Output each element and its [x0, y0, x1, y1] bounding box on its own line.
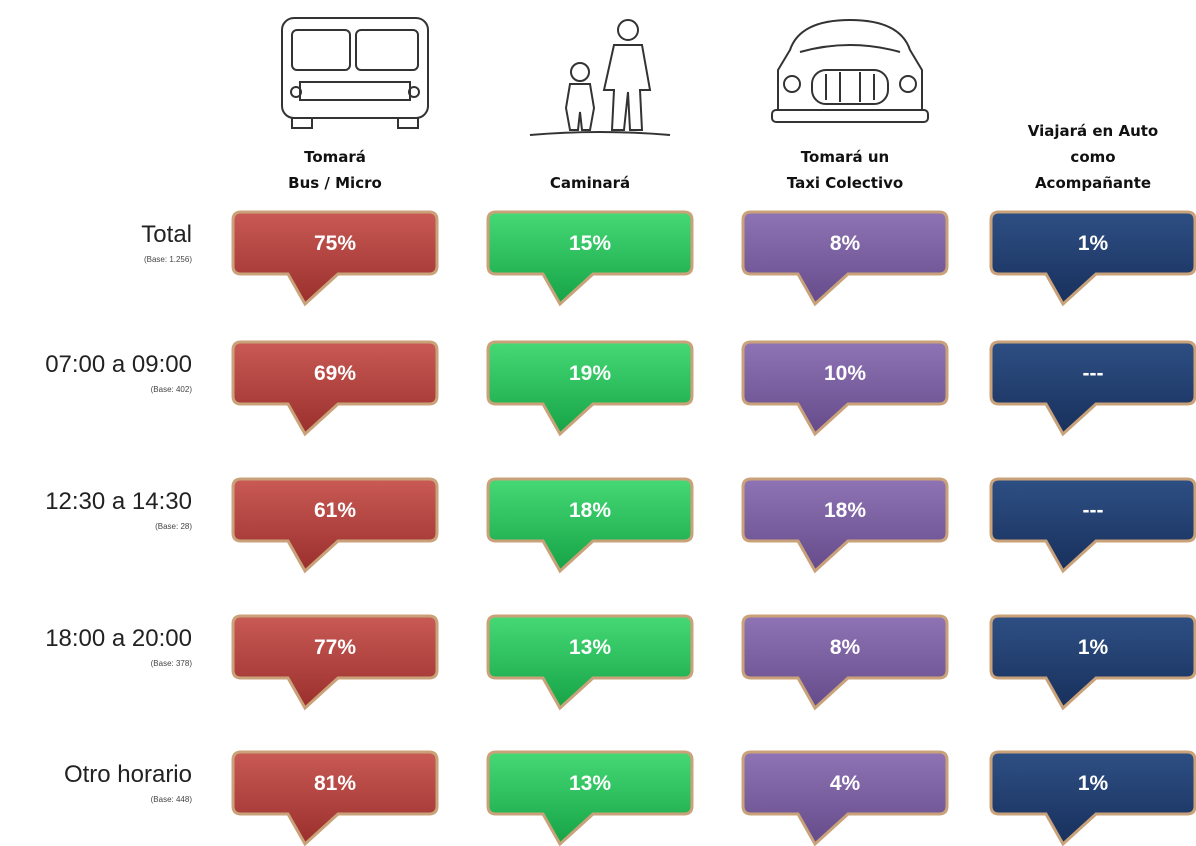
bubble-shape	[989, 477, 1196, 574]
walking-icon	[529, 19, 671, 136]
value-label: 1%	[1078, 232, 1109, 255]
value-label: 1%	[1078, 772, 1109, 795]
value-bubble: 8%	[741, 210, 949, 307]
value-label: 61%	[314, 499, 356, 522]
value-bubble: 75%	[231, 210, 439, 307]
value-bubble: 15%	[486, 210, 694, 307]
bubble-shape	[741, 750, 949, 846]
car-icon	[771, 18, 929, 123]
column-header: Viajará en Auto	[1028, 122, 1158, 140]
value-label: 15%	[569, 232, 611, 255]
bubble-shape	[741, 477, 949, 574]
bubble-shape	[989, 614, 1196, 711]
value-bubble: 69%	[231, 340, 439, 437]
bubble-shape	[231, 750, 439, 846]
value-label: 81%	[314, 772, 356, 795]
value-bubble: 1%	[989, 210, 1196, 307]
value-label: 19%	[569, 362, 611, 385]
bus-icon	[281, 17, 429, 129]
bubble-shape	[486, 210, 694, 307]
row-label: Total	[141, 221, 192, 248]
column-header: Tomará	[304, 148, 366, 166]
row-label: Otro horario	[64, 761, 192, 788]
row-base: (Base: 402)	[151, 385, 193, 394]
value-label: 18%	[569, 499, 611, 522]
value-label: 77%	[314, 636, 356, 659]
value-bubble: ---	[989, 340, 1196, 437]
bubble-shape	[231, 340, 439, 437]
bubble-shape	[486, 750, 694, 846]
bubble-shape	[989, 750, 1196, 846]
value-bubble: 1%	[989, 614, 1196, 711]
column-header: Taxi Colectivo	[787, 174, 903, 192]
value-label: ---	[1083, 499, 1104, 522]
value-label: ---	[1083, 362, 1104, 385]
value-bubble: 13%	[486, 750, 694, 846]
row-base: (Base: 448)	[151, 795, 193, 804]
value-bubble: 1%	[989, 750, 1196, 846]
value-label: 18%	[824, 499, 866, 522]
row-label: 18:00 a 20:00	[45, 625, 192, 652]
bubble-shape	[486, 477, 694, 574]
value-label: 4%	[830, 772, 861, 795]
value-bubble: 77%	[231, 614, 439, 711]
row-label: 07:00 a 09:00	[45, 351, 192, 378]
bubble-shape	[231, 614, 439, 711]
value-bubble: 4%	[741, 750, 949, 846]
row-base: (Base: 1.256)	[144, 255, 192, 264]
value-bubble: 10%	[741, 340, 949, 437]
row-base: (Base: 28)	[155, 522, 192, 531]
value-bubble: ---	[989, 477, 1196, 574]
value-label: 10%	[824, 362, 866, 385]
column-header: Caminará	[550, 174, 630, 192]
column-header: Tomará un	[801, 148, 889, 166]
bubble-shape	[486, 614, 694, 711]
bubble-shape	[741, 614, 949, 711]
value-label: 13%	[569, 772, 611, 795]
row-label: 12:30 a 14:30	[45, 488, 192, 515]
value-bubble: 18%	[486, 477, 694, 574]
value-label: 1%	[1078, 636, 1109, 659]
column-header: como	[1070, 148, 1115, 166]
bubble-shape	[989, 340, 1196, 437]
value-label: 8%	[830, 232, 861, 255]
bubble-shape	[486, 340, 694, 437]
value-label: 75%	[314, 232, 356, 255]
value-bubble: 19%	[486, 340, 694, 437]
value-label: 8%	[830, 636, 861, 659]
value-bubble: 13%	[486, 614, 694, 711]
bubble-shape	[741, 210, 949, 307]
row-base: (Base: 378)	[151, 659, 193, 668]
value-bubble: 18%	[741, 477, 949, 574]
value-bubble: 61%	[231, 477, 439, 574]
column-header: Bus / Micro	[288, 174, 382, 192]
bubble-shape	[989, 210, 1196, 307]
value-label: 69%	[314, 362, 356, 385]
value-bubble: 81%	[231, 750, 439, 846]
value-label: 13%	[569, 636, 611, 659]
bubble-shape	[231, 210, 439, 307]
bubble-shape	[231, 477, 439, 574]
value-bubble: 8%	[741, 614, 949, 711]
column-header: Acompañante	[1035, 174, 1151, 192]
bubble-shape	[741, 340, 949, 437]
